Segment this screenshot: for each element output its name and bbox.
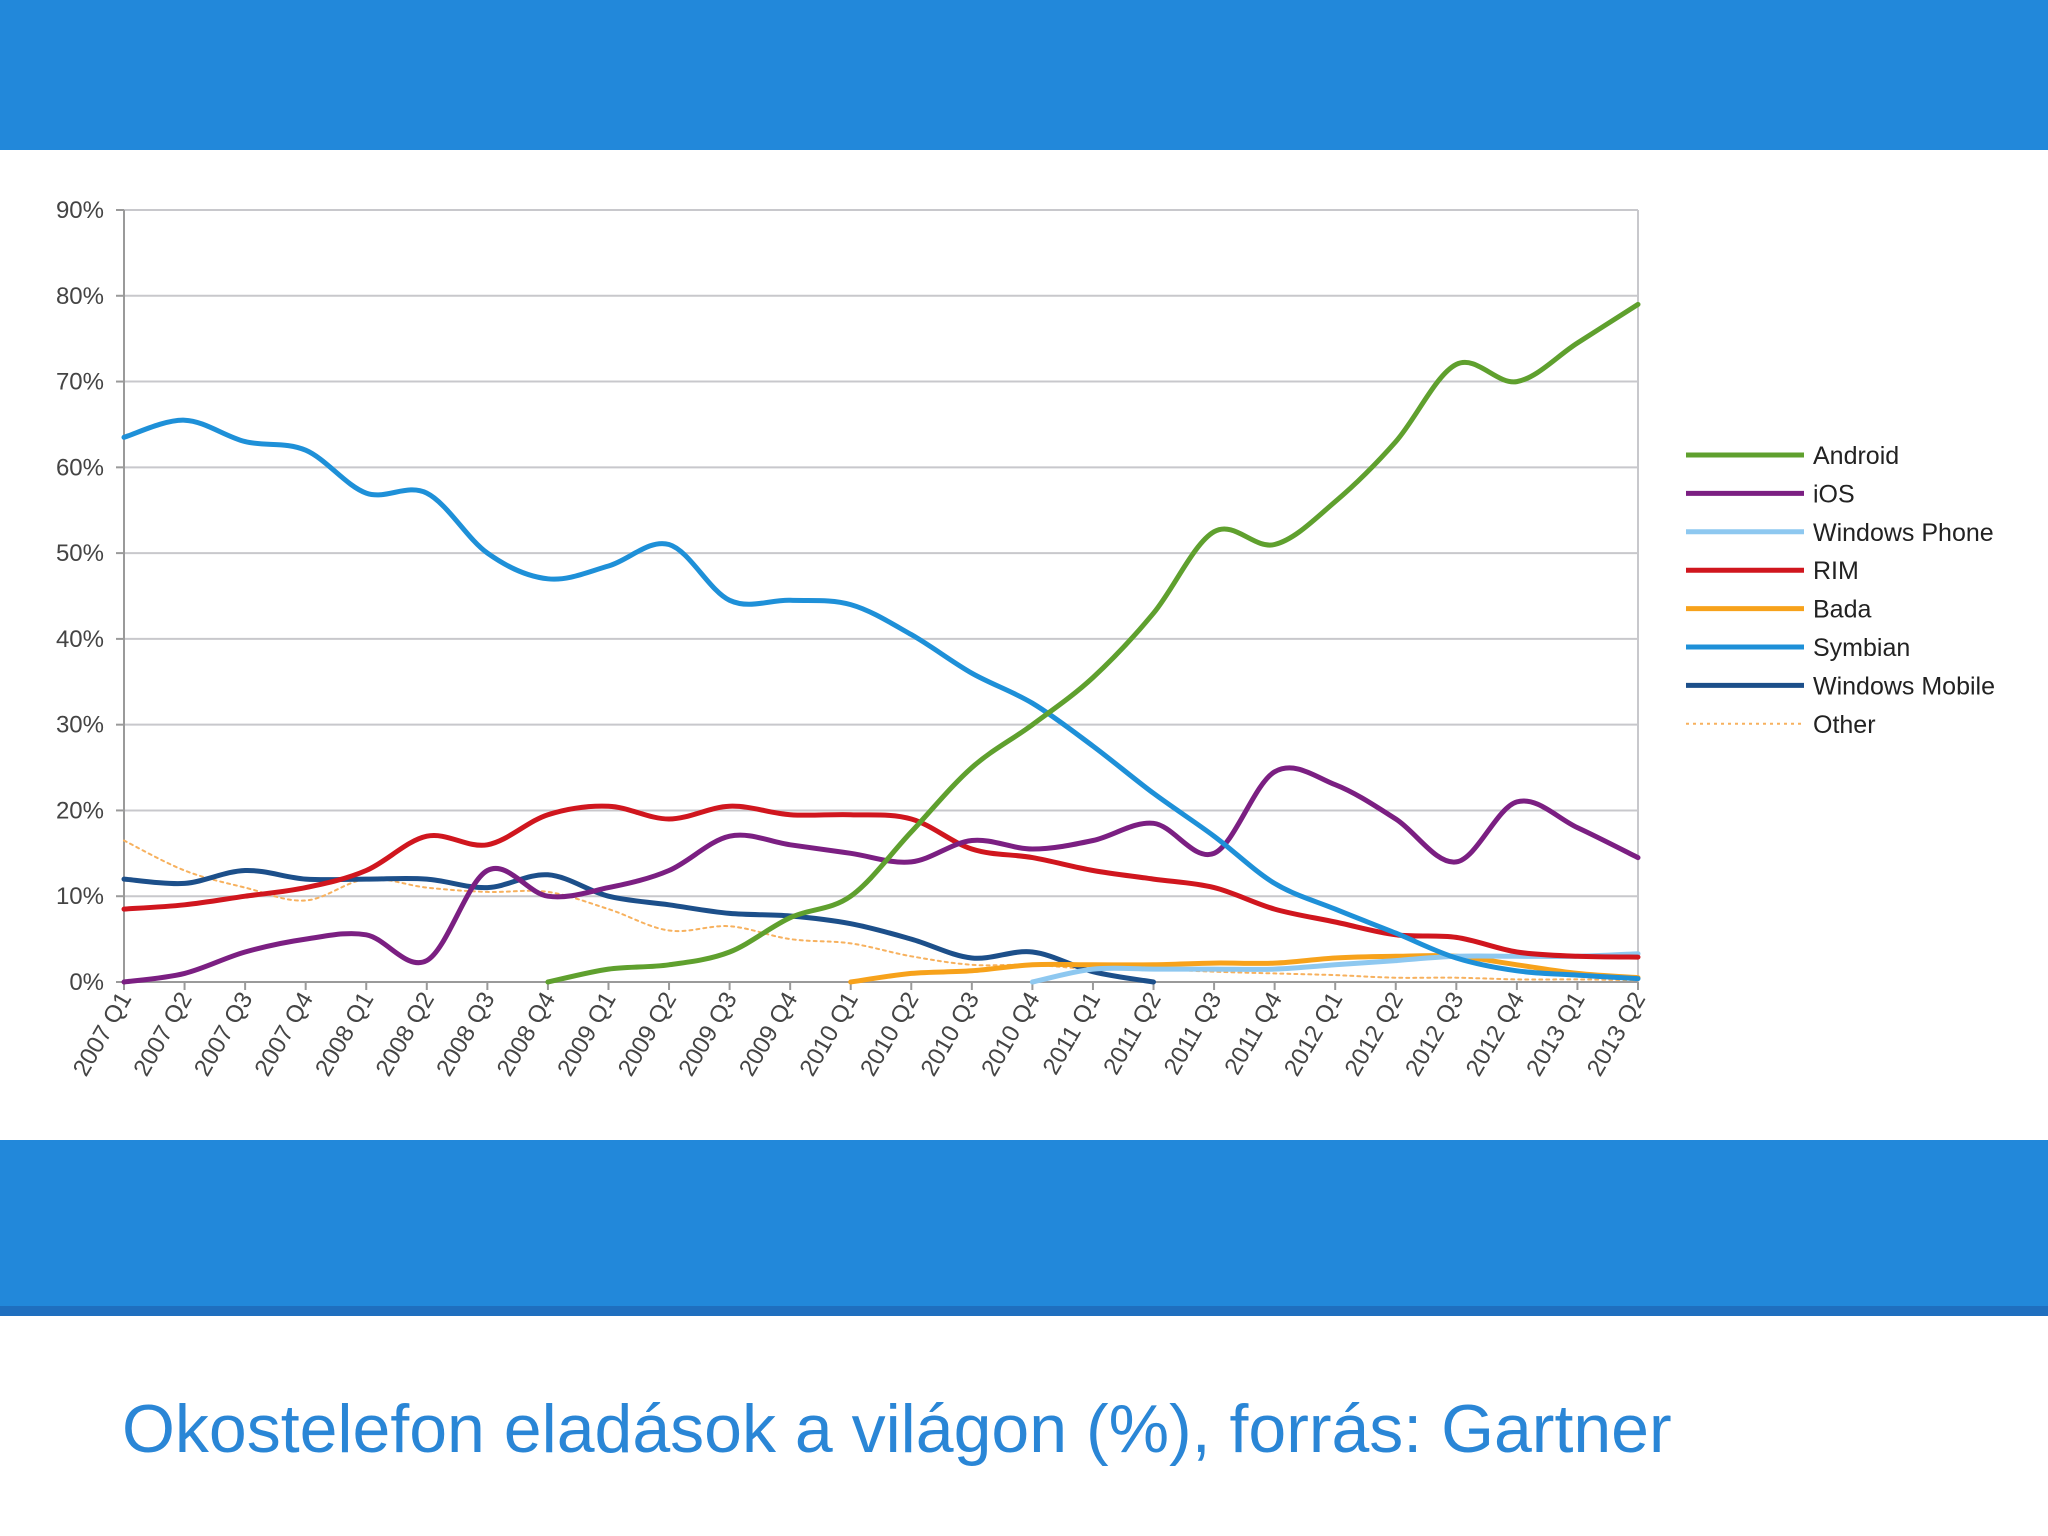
series-line-android bbox=[545, 301, 1641, 985]
chart-legend: Android iOS Windows Phone RIM Bada Symbian Win… bbox=[1686, 442, 1995, 739]
x-tick-label: 2010 Q1 bbox=[794, 988, 863, 1081]
y-axis-ticks: 0% 10% 20% 30% 40% 50% 60% 70% 80% 90% bbox=[56, 197, 104, 996]
x-tick-label: 2010 Q4 bbox=[976, 988, 1045, 1081]
x-tick-label: 2009 Q1 bbox=[552, 988, 621, 1081]
x-tick-label: 2008 Q4 bbox=[492, 988, 561, 1081]
x-tick-label: 2013 Q2 bbox=[1582, 988, 1651, 1081]
x-tick-label: 2012 Q2 bbox=[1340, 988, 1409, 1081]
x-tick-label: 2009 Q4 bbox=[734, 988, 803, 1081]
y-tick-label: 0% bbox=[69, 969, 104, 996]
slide-caption: Okostelefon eladások a világon (%), forr… bbox=[122, 1391, 1672, 1467]
middle-banner bbox=[0, 1140, 2048, 1316]
legend-label-bada: Bada bbox=[1813, 596, 1871, 624]
chart-gridlines bbox=[116, 209, 1639, 990]
x-tick-label: 2007 Q3 bbox=[189, 988, 258, 1081]
x-tick-label: 2008 Q3 bbox=[431, 988, 500, 1081]
legend-label-rim: RIM bbox=[1813, 557, 1859, 585]
y-tick-label: 70% bbox=[56, 369, 104, 396]
series-line-windows-mobile bbox=[121, 867, 1156, 985]
x-tick-label: 2008 Q2 bbox=[371, 988, 440, 1081]
series-line-other bbox=[123, 839, 1639, 982]
x-tick-label: 2010 Q3 bbox=[916, 988, 985, 1081]
legend-label-symbian: Symbian bbox=[1813, 634, 1910, 662]
series-line-ios bbox=[121, 765, 1641, 985]
x-tick-label: 2013 Q1 bbox=[1521, 988, 1590, 1081]
x-tick-label: 2009 Q3 bbox=[673, 988, 742, 1081]
legend-label-windows-mobile: Windows Mobile bbox=[1813, 672, 1995, 700]
x-tick-label: 2010 Q2 bbox=[855, 988, 924, 1081]
x-tick-label: 2012 Q1 bbox=[1279, 988, 1348, 1081]
top-banner bbox=[0, 0, 2048, 150]
x-tick-label: 2012 Q3 bbox=[1400, 988, 1469, 1081]
x-tick-label: 2012 Q4 bbox=[1461, 988, 1530, 1081]
legend-label-ios: iOS bbox=[1813, 480, 1855, 508]
x-tick-label: 2011 Q2 bbox=[1098, 988, 1167, 1080]
x-tick-label: 2011 Q3 bbox=[1159, 988, 1228, 1080]
x-tick-label: 2011 Q1 bbox=[1038, 988, 1107, 1080]
legend-label-windows-phone: Windows Phone bbox=[1813, 519, 1994, 547]
x-tick-label: 2008 Q1 bbox=[310, 988, 379, 1081]
legend-label-other: Other bbox=[1813, 711, 1876, 739]
y-tick-label: 20% bbox=[56, 797, 104, 824]
legend-label-android: Android bbox=[1813, 442, 1899, 470]
y-tick-label: 10% bbox=[56, 883, 104, 910]
y-tick-label: 50% bbox=[56, 540, 104, 567]
x-tick-label: 2007 Q4 bbox=[249, 988, 318, 1081]
x-tick-label: 2009 Q2 bbox=[613, 988, 682, 1081]
series-line-rim bbox=[121, 803, 1641, 960]
x-tick-label: 2007 Q2 bbox=[128, 988, 197, 1081]
x-tick-label: 2007 Q1 bbox=[68, 988, 137, 1081]
chart-series-lines bbox=[121, 301, 1641, 985]
x-tick-label: 2011 Q4 bbox=[1219, 988, 1288, 1080]
series-line-symbian bbox=[121, 417, 1641, 982]
series-line-bada bbox=[848, 953, 1641, 985]
y-tick-label: 80% bbox=[56, 283, 104, 310]
y-tick-label: 40% bbox=[56, 626, 104, 653]
y-tick-label: 30% bbox=[56, 712, 104, 739]
y-tick-label: 90% bbox=[56, 197, 104, 224]
smartphone-sales-chart: 0%10%20%30%40%50%60%70%80%90% 2007 Q1200… bbox=[56, 197, 1995, 1081]
y-tick-label: 60% bbox=[56, 454, 104, 481]
